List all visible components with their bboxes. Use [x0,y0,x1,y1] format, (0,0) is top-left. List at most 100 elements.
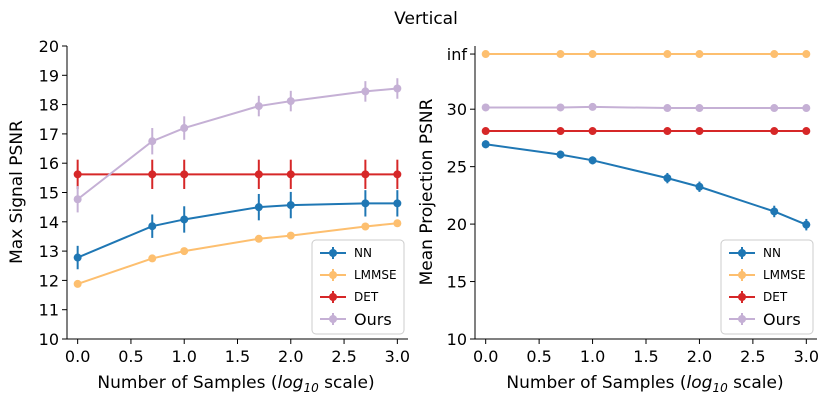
data-point [148,254,157,263]
legend-item-det: DET [320,290,379,304]
data-point [73,195,82,204]
data-point [556,50,565,59]
legend-label: Ours [354,310,392,329]
data-point [695,182,704,191]
legend-item-ours: Ours [320,310,392,329]
legend-label: NN [354,246,372,260]
chart-left: Max Signal PSNR Number of Samples (log10… [7,37,410,395]
data-point [73,253,82,262]
series-ours [481,102,811,113]
data-point [361,199,370,208]
y-tick-label: 12 [39,271,59,290]
x-tick-label: 1.5 [633,347,658,366]
series-line [77,87,398,201]
series-det [481,127,811,136]
legend-marker [329,271,337,279]
legend-box [311,239,405,335]
y-tick-label: 17 [39,125,59,144]
series-ours [73,78,402,213]
data-point [588,102,597,111]
data-point [770,207,779,216]
x-axis-label: Number of Samples (log10 scale) [506,373,783,395]
x-tick-label: 2.0 [278,347,303,366]
legend-label: Ours [763,310,801,329]
x-tick-label: 0.0 [65,347,90,366]
legend-marker [329,293,337,301]
x-tick-label: 1.0 [580,347,605,366]
series-det [73,159,402,189]
data-point [361,170,370,179]
data-point [663,174,672,183]
legend-marker [329,315,337,323]
data-point [663,127,672,136]
x-tick-label: 1.5 [225,347,250,366]
data-point [556,150,565,159]
data-point [393,219,402,228]
legend-item-det: DET [729,290,788,304]
data-point [770,50,779,59]
x-tick-label: 3.0 [794,347,819,366]
data-point [481,140,490,149]
legend: NN LMMSE DET Ours [311,239,405,335]
x-tick-label: 0.5 [118,347,143,366]
data-point [73,170,82,179]
y-tick-label: 19 [39,66,59,85]
data-point [802,127,811,136]
series-lmmse [481,50,811,59]
data-point [148,137,157,146]
y-tick-label: 15 [447,273,467,292]
x-tick-label: 3.0 [385,347,410,366]
legend-label: LMMSE [354,268,397,282]
legend-box [720,239,814,335]
legend-label: LMMSE [763,268,806,282]
data-point [770,127,779,136]
y-tick-label: 18 [39,96,59,115]
data-point [481,127,490,136]
x-tick-label: 0.5 [526,347,551,366]
data-point [481,103,490,112]
legend-label: NN [763,246,781,260]
data-point [393,84,402,93]
x-tick-label: 2.0 [687,347,712,366]
y-tick-label: 16 [39,154,59,173]
data-point [180,247,189,256]
data-point [180,170,189,179]
data-point [588,127,597,136]
data-point [588,156,597,165]
data-point [361,222,370,231]
x-tick-label: 2.5 [740,347,765,366]
data-point [286,97,295,106]
legend-marker [738,315,746,323]
data-point [695,127,704,136]
legend-marker [738,271,746,279]
y-axis-label: Max Signal PSNR [7,120,27,264]
series-lmmse [73,219,402,288]
legend-label: DET [763,290,788,304]
figure-title: Vertical [394,9,458,29]
data-point [802,220,811,229]
y-axis-label-text: Max Signal PSNR [7,120,27,264]
legend-marker [738,249,746,257]
y-tick-label: 10 [39,330,59,349]
legend-marker [329,249,337,257]
x-axis-label: Number of Samples (log10 scale) [97,373,374,395]
series-nn [481,140,811,231]
y-axis-label-text: Mean Projection PSNR [417,98,437,285]
data-point [588,50,597,59]
y-tick-label: inf [447,45,468,64]
y-tick-label: 15 [39,184,59,203]
series-nn [73,190,402,270]
data-point [556,127,565,136]
data-point [361,87,370,96]
data-point [254,102,263,111]
y-axis-label: Mean Projection PSNR [417,98,437,285]
data-point [481,50,490,59]
data-point [802,104,811,113]
data-point [802,50,811,59]
x-tick-label: 2.5 [331,347,356,366]
y-tick-label: 10 [447,330,467,349]
legend-item-nn: NN [729,246,781,260]
y-tick-label: 30 [447,100,467,119]
